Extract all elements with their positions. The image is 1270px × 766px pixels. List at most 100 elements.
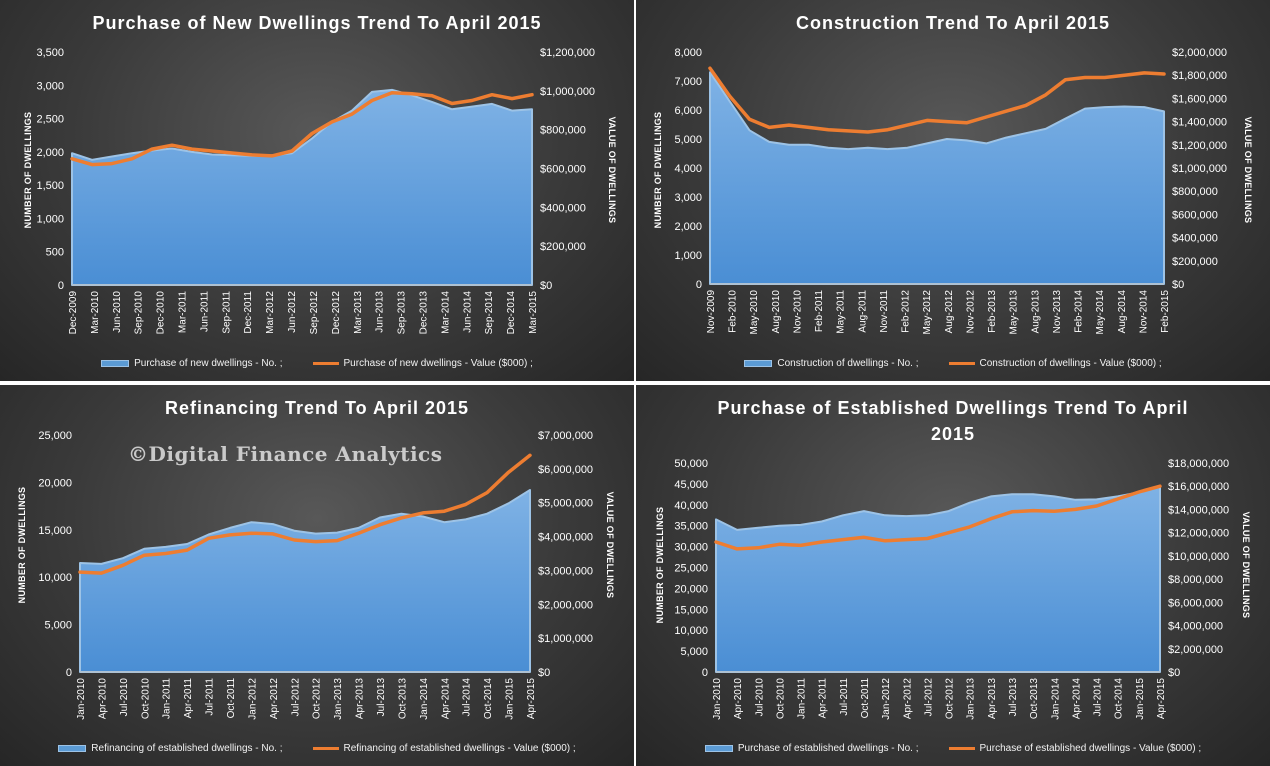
y-tick-label-right: $4,000,000 <box>538 532 593 544</box>
x-tick-label: Sep-2010 <box>134 291 145 335</box>
legend-item-area: Refinancing of established dwellings - N… <box>58 743 283 754</box>
chart-title: Construction Trend To April 2015 <box>795 13 1111 33</box>
x-tick-label: Jul-2014 <box>462 678 473 717</box>
x-tick-label: May-2011 <box>836 290 847 334</box>
y-tick-label-right: $16,000,000 <box>1168 481 1229 493</box>
x-tick-label: Aug-2010 <box>771 290 782 334</box>
x-tick-label: Dec-2011 <box>243 291 254 334</box>
chart-title: Purchase of New Dwellings Trend To April… <box>92 13 542 33</box>
y-tick-label-right: $1,000,000 <box>1172 163 1227 175</box>
y-tick-label-right: $1,200,000 <box>540 47 595 59</box>
y-tick-label-left: 5,000 <box>44 620 72 632</box>
x-tick-label: Mar-2012 <box>265 291 276 334</box>
x-tick-label: Nov-2013 <box>1052 290 1063 334</box>
x-tick-label: Apr-2014 <box>440 678 451 720</box>
x-tick-label: Nov-2009 <box>706 290 717 334</box>
y-tick-label-left: 8,000 <box>674 47 702 59</box>
x-tick-label: Oct-2010 <box>140 678 151 720</box>
x-tick-label: Dec-2012 <box>331 291 342 335</box>
chart-legend: Purchase of new dwellings - No. ; Purcha… <box>0 358 634 369</box>
legend-swatch-area <box>744 360 773 367</box>
chart-plot: 0 5,000 10,000 15,000 20,000 25,000 30,000 35,0… <box>674 458 1229 720</box>
legend-swatch-line <box>312 747 339 750</box>
y-tick-label-left: 15,000 <box>674 604 708 616</box>
legend-item-area: Construction of dwellings - No. ; <box>744 358 919 369</box>
x-tick-label: Mar-2014 <box>440 291 451 334</box>
x-tick-label: Jan-2010 <box>76 678 87 720</box>
y-tick-label-right: $1,000,000 <box>540 86 595 98</box>
x-tick-label: Aug-2014 <box>1117 290 1128 334</box>
x-tick-label: Feb-2010 <box>728 290 739 333</box>
y-tick-label-right: $6,000,000 <box>1168 597 1223 609</box>
y-tick-label-right: $18,000,000 <box>1168 458 1229 470</box>
y-tick-label-right: $4,000,000 <box>1168 621 1223 633</box>
x-tick-label: Aug-2011 <box>857 290 868 333</box>
chart-legend: Purchase of established dwellings - No. … <box>636 743 1270 754</box>
chart-plot: 0 5,000 10,000 15,000 20,000 25,000 $0 $1,000,0… <box>38 430 593 720</box>
y-tick-label-left: 10,000 <box>674 625 708 637</box>
y-tick-label-right: $2,000,000 <box>538 599 593 611</box>
chart-panel-established: Purchase of Established Dwellings Trend … <box>636 385 1270 766</box>
x-tick-label: Feb-2011 <box>814 290 825 333</box>
y-tick-label-right: $800,000 <box>540 125 586 137</box>
y-tick-label-left: 2,000 <box>674 221 702 233</box>
x-tick-label: Oct-2012 <box>945 678 956 720</box>
y-tick-label-right: $7,000,000 <box>538 430 593 442</box>
x-tick-label: Oct-2013 <box>1029 678 1040 720</box>
y-tick-label-right: $1,200,000 <box>1172 140 1227 152</box>
x-tick-label: Apr-2011 <box>183 678 194 719</box>
y-tick-label-right: $200,000 <box>540 241 586 253</box>
y-tick-label-right: $200,000 <box>1172 256 1218 268</box>
y-tick-label-right: $2,000,000 <box>1172 47 1227 59</box>
x-tick-label: Oct-2011 <box>860 678 871 719</box>
y-tick-label-left: 6,000 <box>674 105 702 117</box>
y-tick-label-left: 30,000 <box>674 542 708 554</box>
x-tick-label: Dec-2009 <box>68 291 79 335</box>
x-tick-label: Oct-2012 <box>312 678 323 720</box>
legend-swatch-area <box>704 745 733 752</box>
x-tick-label: Jul-2011 <box>839 678 850 716</box>
legend-label-area: Purchase of new dwellings - No. ; <box>134 358 283 369</box>
y-tick-label-left: 3,000 <box>674 192 702 204</box>
x-tick-label: Jan-2015 <box>1135 678 1146 720</box>
y-tick-label-right: $12,000,000 <box>1168 528 1229 540</box>
y-tick-label-left: 1,000 <box>674 250 702 262</box>
x-tick-label: Oct-2014 <box>483 678 494 720</box>
x-tick-label: Apr-2012 <box>902 678 913 720</box>
legend-item-line: Purchase of established dwellings - Valu… <box>948 743 1201 754</box>
y-tick-label-left: 5,000 <box>674 134 702 146</box>
legend-label-line: Refinancing of established dwellings - V… <box>343 743 576 754</box>
legend-swatch-area <box>58 745 87 752</box>
x-tick-label: Apr-2011 <box>818 678 829 719</box>
y-tick-label-left: 40,000 <box>674 500 708 512</box>
x-tick-label: Nov-2014 <box>1138 290 1149 334</box>
y-tick-label-left: 5,000 <box>680 646 708 658</box>
legend-label-area: Construction of dwellings - No. ; <box>777 358 919 369</box>
x-tick-label: Oct-2014 <box>1114 678 1125 720</box>
legend-swatch-line <box>312 362 339 365</box>
x-tick-label: Dec-2010 <box>156 291 167 335</box>
area-series <box>709 71 1165 285</box>
legend-item-line: Purchase of new dwellings - Value ($000)… <box>312 358 533 369</box>
chart-plot: 0 500 1,000 1,500 2,000 2,500 3,000 3,500 $0 $200… <box>36 47 595 335</box>
x-tick-label: Jul-2010 <box>754 678 765 717</box>
x-tick-label: Jan-2012 <box>247 678 258 720</box>
y-tick-label-left: 0 <box>702 667 708 679</box>
x-tick-label: Jun-2011 <box>199 291 210 332</box>
y-tick-label-right: $800,000 <box>1172 186 1218 198</box>
x-tick-label: Jan-2011 <box>797 678 808 719</box>
legend-item-line: Refinancing of established dwellings - V… <box>312 743 576 754</box>
y-tick-label-left: 2,500 <box>36 114 64 126</box>
legend-label-area: Purchase of established dwellings - No. … <box>737 743 919 754</box>
x-tick-label: Jan-2014 <box>419 678 430 720</box>
x-tick-label: Jul-2012 <box>290 678 301 717</box>
x-tick-label: Dec-2014 <box>506 291 517 335</box>
y-tick-label-right: $400,000 <box>540 202 586 214</box>
y-tick-label-left: 0 <box>66 667 72 679</box>
watermark: ©Digital Finance Analytics <box>128 442 443 466</box>
area-series <box>71 88 533 286</box>
area-series <box>715 485 1161 673</box>
x-tick-label: Mar-2010 <box>90 291 101 334</box>
y-tick-label-left: 25,000 <box>38 430 72 442</box>
x-tick-label: Sep-2011 <box>221 291 232 334</box>
